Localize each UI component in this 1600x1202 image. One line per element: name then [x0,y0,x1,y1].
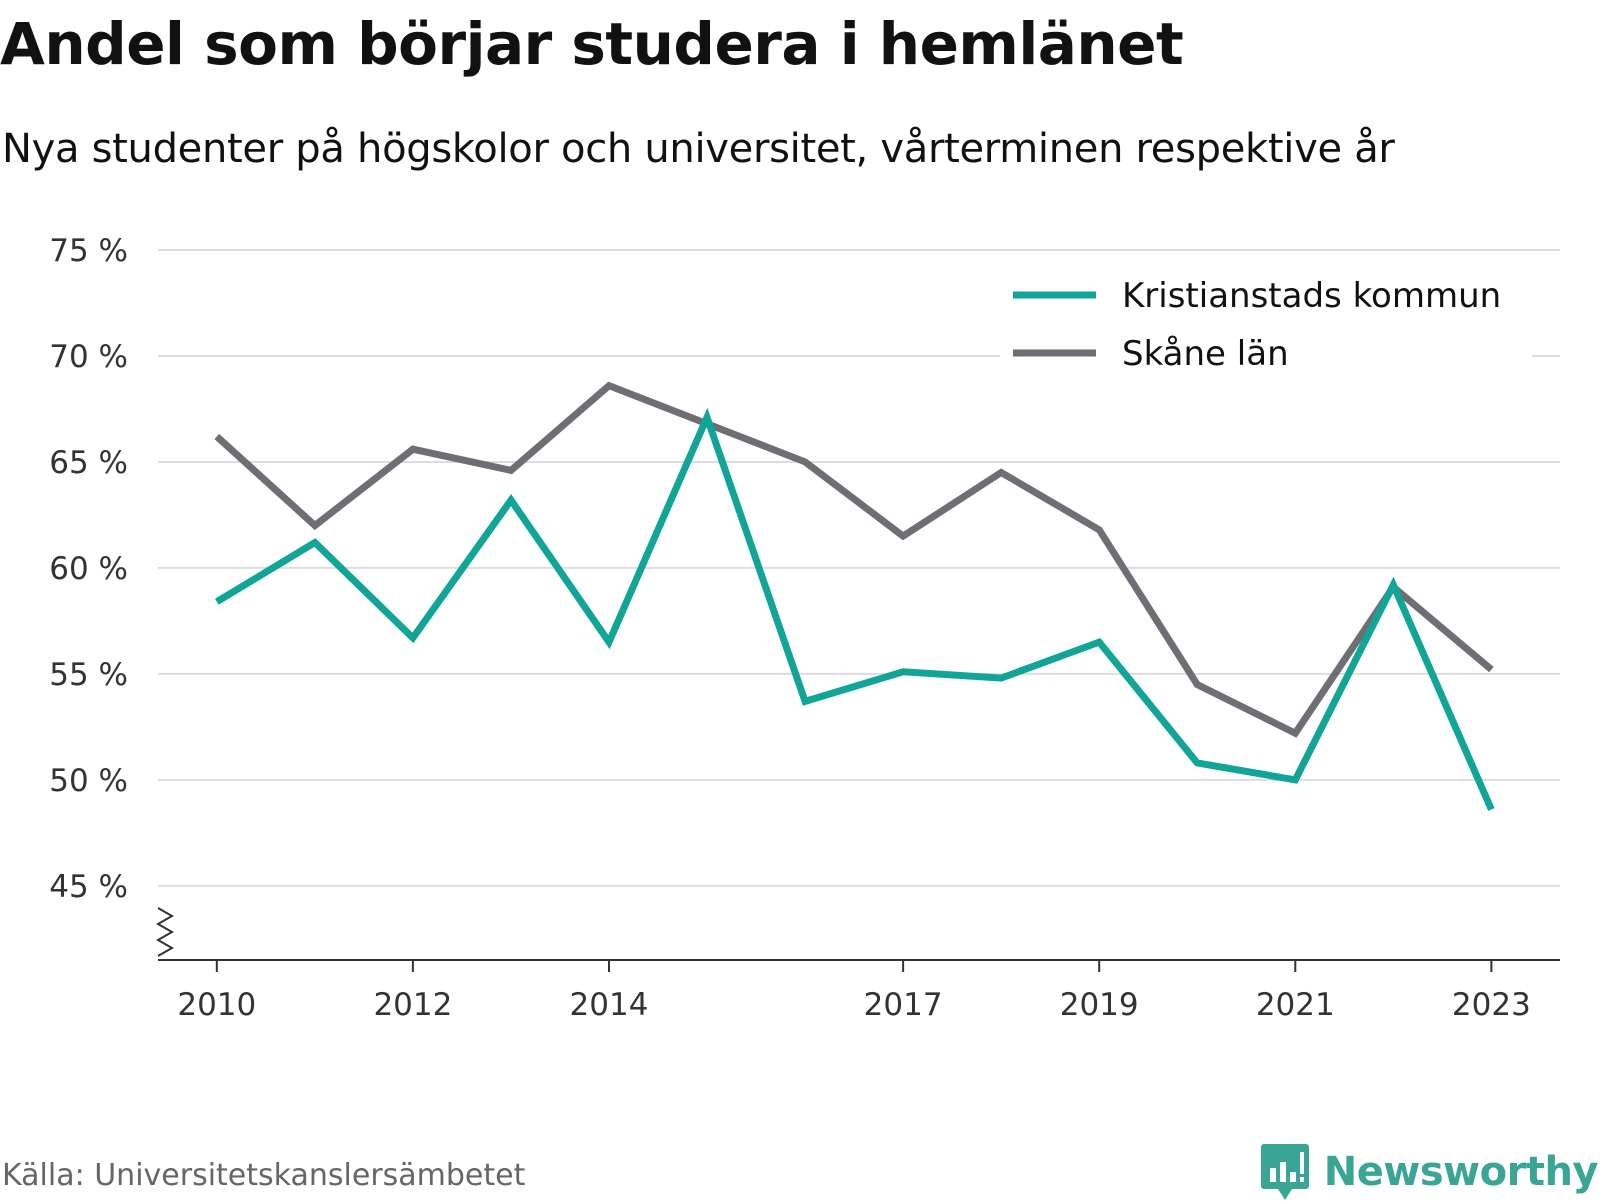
series-line-skane-lan [214,381,1494,738]
newsworthy-logo-icon [1260,1144,1309,1200]
y-tick-label: 75 % [49,233,128,269]
y-tick-label: 60 % [49,551,128,587]
chart-title: Andel som börjar studera i hemlänet [0,10,1184,78]
legend-label: Skåne län [1122,334,1289,374]
chart-subtitle: Nya studenter på högskolor och universit… [2,126,1395,172]
legend-label: Kristianstads kommun [1122,276,1501,316]
y-axis-ticks: 45 % 50 % 55 % 60 % 65 % 70 % 75 % [49,233,128,905]
x-tick-label: 2010 [177,987,256,1023]
x-tick-label: 2019 [1060,987,1139,1023]
x-tick-label: 2014 [570,987,649,1023]
brand: Newsworthy [1260,1142,1599,1202]
y-tick-label: 45 % [49,869,128,905]
y-tick-label: 50 % [49,763,128,799]
legend: Kristianstads kommun Skåne län [1000,262,1532,380]
x-tick-label: 2017 [864,987,943,1023]
x-tick-label: 2012 [373,987,452,1023]
legend-background [1000,262,1532,380]
series-line-kristianstads-kommun [214,407,1495,811]
x-tick-label: 2021 [1256,987,1335,1023]
brand-name: Newsworthy [1323,1149,1599,1195]
x-tick-label: 2023 [1452,987,1531,1023]
source-note: Källa: Universitetskanslersämbetet [2,1158,526,1193]
y-tick-label: 55 % [49,657,128,693]
y-tick-label: 70 % [49,339,128,375]
axis-break-marker [155,907,175,957]
series-lines [214,381,1495,811]
x-axis: 2010 2012 2014 2017 2019 2021 2023 [155,907,1560,1023]
y-tick-label: 65 % [49,445,128,481]
